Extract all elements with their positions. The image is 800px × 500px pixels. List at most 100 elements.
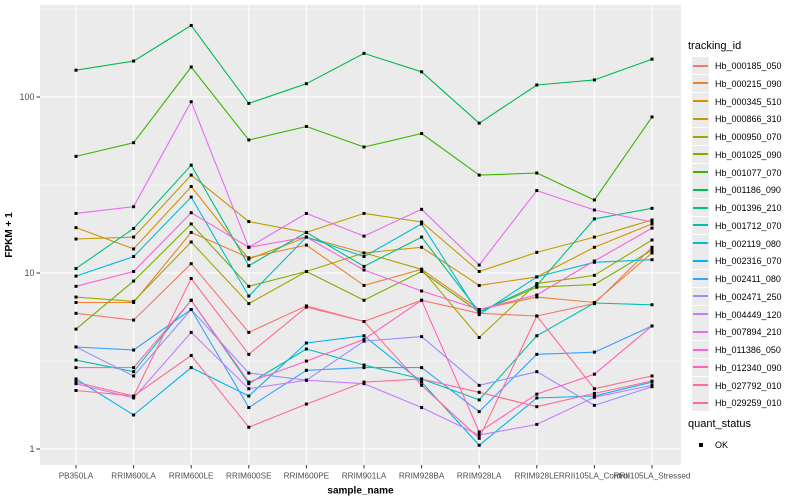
data-point: [247, 264, 251, 268]
data-point: [650, 303, 654, 307]
data-point: [362, 251, 366, 255]
data-point: [477, 433, 481, 437]
legend-key-swatch: [692, 74, 709, 92]
data-point: [535, 293, 539, 297]
data-point: [74, 345, 78, 349]
data-point: [420, 235, 424, 239]
data-point: [477, 310, 481, 314]
data-point: [132, 318, 136, 322]
data-point: [420, 380, 424, 384]
data-point: [74, 226, 78, 230]
data-point: [362, 234, 366, 238]
data-point: [189, 262, 193, 266]
data-point: [535, 283, 539, 287]
legend-key-line: [693, 348, 708, 351]
legend-item-label: OK: [715, 440, 729, 450]
data-point: [189, 222, 193, 226]
data-point: [592, 217, 596, 221]
data-point: [535, 396, 539, 400]
legend-item-label: Hb_027792_010: [715, 380, 782, 391]
data-point: [189, 211, 193, 215]
legend-key-swatch: [692, 199, 709, 216]
data-point: [74, 377, 78, 381]
legend-key-line: [693, 259, 708, 262]
legend-key-swatch: [692, 358, 709, 376]
legend-key-swatch: [692, 92, 709, 110]
data-point: [247, 406, 251, 410]
x-tick-label: RRIM928LA: [457, 472, 502, 481]
data-point: [132, 374, 136, 378]
data-point: [477, 443, 481, 447]
data-point: [362, 298, 366, 302]
legend-item-label: Hb_002411_080: [715, 274, 781, 284]
legend-key-swatch: [692, 145, 709, 163]
data-point: [247, 352, 251, 356]
data-point: [420, 70, 424, 74]
x-tick-label: RRII105LA_Control: [559, 472, 630, 481]
data-point: [420, 245, 424, 249]
data-point: [592, 372, 596, 376]
data-point: [132, 394, 136, 398]
data-point: [132, 247, 136, 251]
legend-item-label: Hb_000950_070: [715, 132, 782, 142]
legend-key-line: [693, 224, 708, 227]
data-point: [74, 284, 78, 288]
data-point: [650, 226, 654, 230]
data-point: [132, 141, 136, 145]
legend-item-label: Hb_001186_090: [715, 185, 781, 196]
data-point: [420, 222, 424, 226]
data-point: [74, 382, 78, 386]
data-point: [247, 138, 251, 142]
legend-key-swatch: [692, 323, 709, 341]
legend-key-swatch: [692, 436, 709, 453]
data-point: [132, 396, 136, 400]
legend-key-swatch: [692, 252, 709, 270]
data-point: [477, 436, 481, 440]
data-point: [304, 368, 308, 372]
data-point: [74, 327, 78, 331]
data-point: [420, 269, 424, 273]
data-point: [535, 285, 539, 289]
legend-key-line: [693, 188, 708, 191]
data-point: [304, 124, 308, 128]
data-point: [420, 267, 424, 271]
data-point: [420, 220, 424, 224]
legend-title-quant-status: quant_status: [688, 418, 751, 430]
data-point: [650, 218, 654, 222]
data-point: [132, 255, 136, 259]
data-point: [592, 391, 596, 395]
data-point: [420, 335, 424, 339]
data-point: [74, 311, 78, 315]
data-point: [650, 383, 654, 387]
data-point: [362, 145, 366, 149]
legend-item-label: Hb_002119_080: [715, 238, 781, 249]
data-point: [74, 68, 78, 72]
data-point: [247, 330, 251, 334]
data-point: [74, 388, 78, 392]
data-point: [247, 302, 251, 306]
data-point: [650, 57, 654, 61]
data-point: [535, 282, 539, 286]
data-point: [74, 366, 78, 370]
legend-item-label: Hb_000345_510: [715, 96, 782, 107]
data-point: [362, 363, 366, 367]
data-point: [74, 274, 78, 278]
legend-key-swatch: [692, 234, 709, 252]
data-point: [650, 251, 654, 255]
data-point: [132, 226, 136, 230]
legend-key-line: [693, 242, 708, 244]
data-point: [189, 366, 193, 370]
data-point: [477, 269, 481, 273]
data-point: [74, 295, 78, 299]
legend-item-label: Hb_001396_210: [715, 203, 782, 213]
data-point: [362, 268, 366, 272]
data-point: [650, 374, 654, 378]
data-point: [477, 121, 481, 125]
data-point: [477, 383, 481, 387]
data-point: [420, 366, 424, 370]
x-tick-label: RRIM600SE: [226, 472, 272, 481]
data-point: [189, 185, 193, 189]
legend-key-line: [693, 135, 708, 138]
data-point: [650, 206, 654, 210]
data-point: [247, 387, 251, 391]
